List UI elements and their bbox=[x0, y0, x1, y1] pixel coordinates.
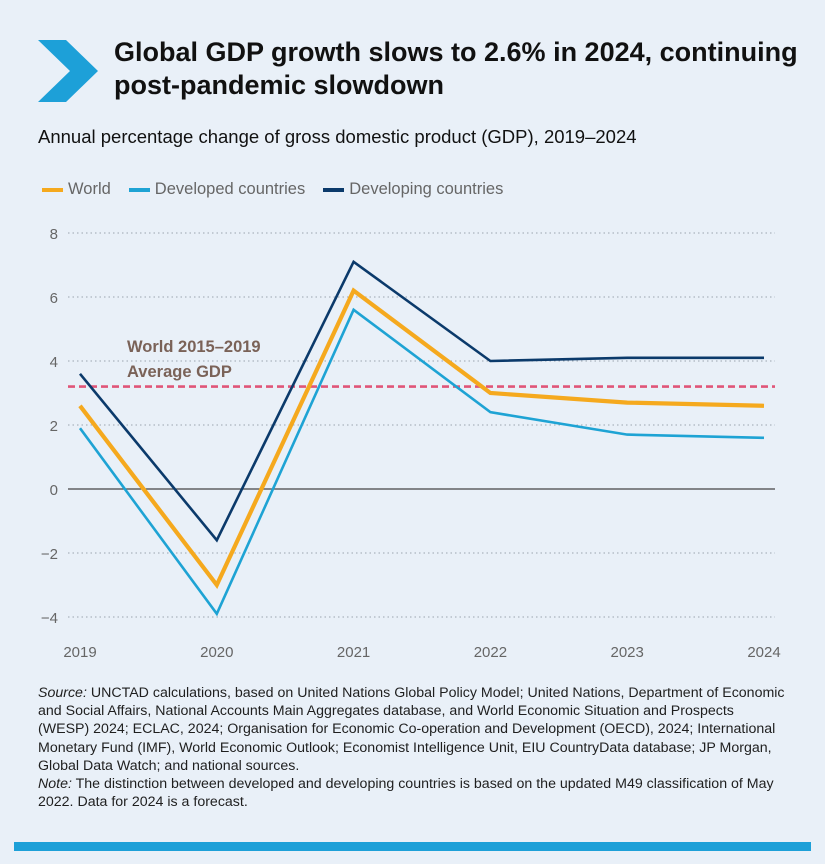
series-line-developed-countries bbox=[78, 307, 765, 617]
header: Global GDP growth slows to 2.6% in 2024,… bbox=[38, 36, 798, 106]
y-tick-label: 4 bbox=[50, 354, 58, 371]
y-tick-label: 0 bbox=[50, 482, 58, 499]
legend-item: Developed countries bbox=[128, 180, 306, 199]
bottom-accent-bar bbox=[14, 842, 811, 851]
chart-subtitle: Annual percentage change of gross domest… bbox=[38, 126, 637, 147]
y-tick-label: −2 bbox=[41, 546, 58, 563]
source-label: Source: bbox=[38, 685, 87, 701]
legend-item: World bbox=[42, 180, 111, 199]
y-tick-label: 6 bbox=[50, 290, 58, 307]
reference-label-line1: World 2015–2019 bbox=[127, 338, 261, 356]
series-line-world bbox=[78, 287, 765, 590]
note-label: Note: bbox=[38, 776, 72, 793]
legend-swatch bbox=[42, 187, 63, 192]
source-text: UNCTAD calculations, based on United Nat… bbox=[38, 685, 785, 774]
legend-item: Developing countries bbox=[323, 180, 503, 199]
y-tick-label: 8 bbox=[50, 226, 58, 243]
reference-label-line2: Average GDP bbox=[127, 363, 232, 381]
x-tick-label: 2023 bbox=[611, 644, 644, 661]
legend-swatch bbox=[128, 187, 150, 192]
y-tick-label: −4 bbox=[41, 610, 58, 627]
legend-label: World bbox=[68, 180, 111, 198]
x-tick-label: 2019 bbox=[63, 644, 96, 661]
x-tick-label: 2020 bbox=[200, 644, 233, 661]
chart-footer: Source: UNCTAD calculations, based on Un… bbox=[38, 684, 788, 811]
x-tick-label: 2021 bbox=[337, 644, 370, 661]
chart-legend: World Developed countries Developing count… bbox=[42, 180, 521, 199]
x-tick-label: 2022 bbox=[474, 644, 507, 661]
series-line-developing-countries bbox=[78, 259, 764, 543]
chevron-right-icon bbox=[38, 40, 98, 102]
page-title: Global GDP growth slows to 2.6% in 2024,… bbox=[114, 37, 798, 100]
legend-label: Developing countries bbox=[349, 180, 504, 198]
y-tick-label: 2 bbox=[50, 418, 58, 435]
legend-label: Developed countries bbox=[154, 180, 306, 198]
line-chart: 8 6 4 2 0 −2 −4 2019 2020 2021 2022 2023 2024 World 2… bbox=[41, 226, 781, 661]
x-tick-label: 2024 bbox=[747, 644, 780, 661]
legend-swatch bbox=[323, 187, 345, 192]
note-text: The distinction between developed and de… bbox=[38, 776, 774, 811]
